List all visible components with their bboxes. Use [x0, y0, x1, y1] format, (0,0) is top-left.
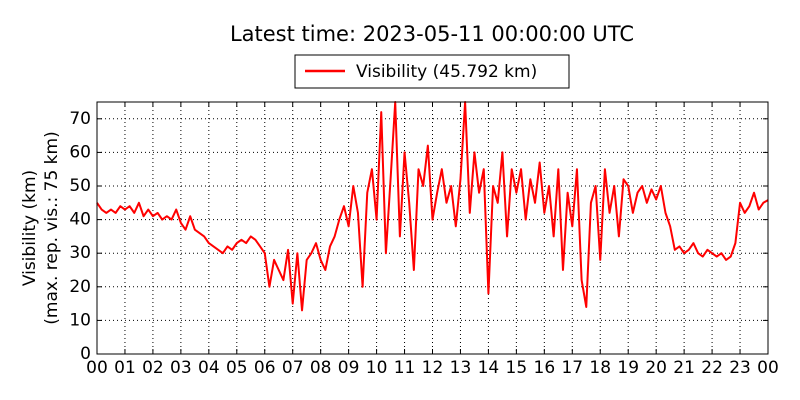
y-axis-label: (max. rep. vis.: 75 km)	[42, 131, 62, 324]
chart-title: Latest time: 2023-05-11 00:00:00 UTC	[230, 22, 634, 46]
y-tick-label: 70	[69, 109, 91, 129]
x-tick-label: 13	[450, 358, 472, 378]
x-tick-label: 08	[310, 358, 332, 378]
y-tick-label: 50	[69, 176, 91, 196]
x-tick-label: 14	[478, 358, 500, 378]
x-tick-label: 16	[534, 358, 556, 378]
y-tick-label: 40	[69, 210, 91, 230]
x-tick-label: 06	[254, 358, 276, 378]
x-tick-label: 11	[394, 358, 416, 378]
y-axis-label: Visibility (km)	[20, 170, 40, 286]
y-tick-label: 20	[69, 277, 91, 297]
data-line	[96, 101, 769, 312]
x-tick-label: 22	[701, 358, 723, 378]
x-tick-label: 19	[617, 358, 639, 378]
x-tick-label: 05	[226, 358, 248, 378]
y-tick-label: 60	[69, 142, 91, 162]
x-tick-label: 18	[589, 358, 611, 378]
x-tick-label: 10	[366, 358, 388, 378]
y-tick-label: 30	[69, 243, 91, 263]
plot-frame	[96, 101, 769, 355]
x-tick-label: 00	[757, 358, 779, 378]
legend-label: Visibility (45.792 km)	[356, 62, 537, 82]
x-tick-label: 12	[422, 358, 444, 378]
x-tick-label: 23	[729, 358, 751, 378]
x-tick-label: 03	[170, 358, 192, 378]
x-tick-label: 07	[282, 358, 304, 378]
x-tick-label: 20	[645, 358, 667, 378]
x-tick-label: 09	[338, 358, 360, 378]
x-tick-label: 02	[142, 358, 164, 378]
x-tick-label: 15	[506, 358, 528, 378]
x-tick-label: 00	[86, 358, 108, 378]
y-tick-label: 10	[69, 310, 91, 330]
x-tick-label: 21	[673, 358, 695, 378]
y-tick-label: 0	[80, 344, 91, 364]
x-tick-label: 17	[561, 358, 583, 378]
x-tick-label: 01	[114, 358, 136, 378]
x-tick-label: 04	[198, 358, 220, 378]
